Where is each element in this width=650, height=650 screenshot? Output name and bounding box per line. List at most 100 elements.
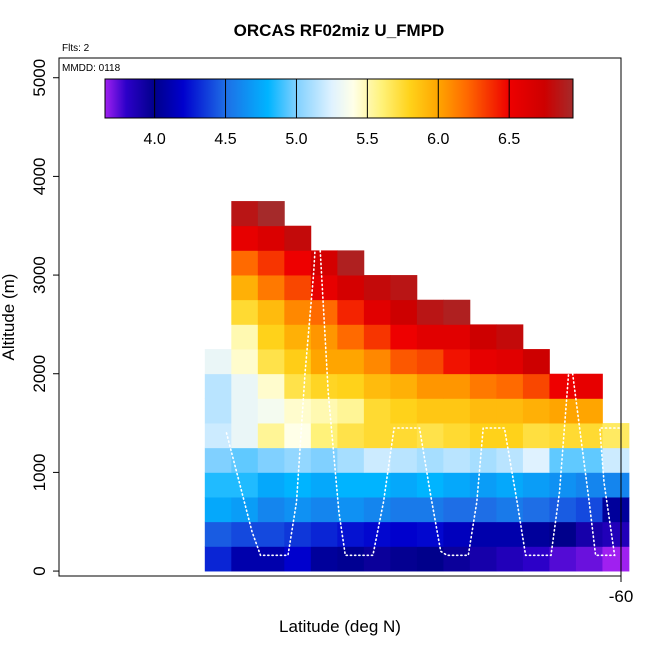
heatmap-cell — [231, 225, 259, 251]
heatmap-cell — [284, 497, 312, 523]
heatmap-cell — [363, 423, 391, 449]
heatmap-cell — [310, 299, 338, 325]
heatmap-cell — [310, 521, 338, 547]
heatmap-cell — [390, 373, 418, 399]
heatmap-cell — [231, 521, 259, 547]
colorbar-tick-label: 6.0 — [427, 131, 449, 148]
heatmap-cell — [496, 423, 524, 449]
heatmap-cell — [363, 472, 391, 498]
heatmap-cell — [602, 423, 630, 449]
heatmap-cell — [390, 275, 418, 301]
colorbar-tick-label: 6.5 — [498, 131, 520, 148]
heatmap-cell — [310, 423, 338, 449]
colorbar-tick-label: 4.0 — [144, 131, 166, 148]
heatmap-cell — [416, 324, 444, 350]
heatmap-cell — [257, 423, 285, 449]
heatmap-cell — [575, 373, 603, 399]
heatmap-cell — [363, 546, 391, 572]
heatmap-cell — [204, 423, 232, 449]
heatmap-cell — [337, 275, 365, 301]
heatmap-cell — [310, 275, 338, 301]
heatmap-cell — [337, 546, 365, 572]
heatmap-cell — [496, 546, 524, 572]
heatmap-cell — [310, 373, 338, 399]
heatmap-cell — [443, 447, 471, 473]
heatmap-cell — [416, 546, 444, 572]
heatmap-cell — [284, 225, 312, 251]
heatmap-cell — [390, 299, 418, 325]
heatmap-cell — [310, 398, 338, 424]
heatmap-cell — [204, 546, 232, 572]
heatmap-cell — [231, 398, 259, 424]
heatmap-cell — [443, 398, 471, 424]
colorbar-tick-label: 5.0 — [285, 131, 307, 148]
heatmap-cell — [231, 275, 259, 301]
heatmap-cells — [204, 201, 630, 572]
heatmap-cell — [284, 250, 312, 276]
y-tick-label: 4000 — [30, 157, 49, 195]
heatmap-cell — [496, 472, 524, 498]
heatmap-cell — [284, 472, 312, 498]
heatmap-cell — [310, 497, 338, 523]
heatmap-cell — [469, 521, 497, 547]
heatmap-cell — [204, 447, 232, 473]
heatmap-cell — [469, 398, 497, 424]
heatmap-cell — [337, 299, 365, 325]
heatmap-cell — [522, 373, 550, 399]
heatmap-cell — [443, 472, 471, 498]
heatmap-cell — [284, 275, 312, 301]
heatmap-cell — [231, 201, 259, 227]
heatmap-cell — [390, 349, 418, 375]
heatmap-cell — [575, 497, 603, 523]
heatmap-cell — [231, 373, 259, 399]
heatmap-cell — [496, 373, 524, 399]
heatmap-cell — [602, 472, 630, 498]
x-axis: -60 — [609, 576, 633, 606]
heatmap-cell — [204, 521, 232, 547]
heatmap-cell — [549, 373, 577, 399]
heatmap-cell — [522, 521, 550, 547]
heatmap-cell — [549, 497, 577, 523]
heatmap-cell — [443, 497, 471, 523]
heatmap-cell — [231, 423, 259, 449]
heatmap-cell — [549, 546, 577, 572]
chart-title: ORCAS RF02miz U_FMPD — [234, 21, 445, 40]
heatmap-cell — [390, 398, 418, 424]
heatmap-cell — [337, 373, 365, 399]
heatmap-cell — [390, 447, 418, 473]
heatmap-cell — [257, 447, 285, 473]
heatmap-cell — [310, 472, 338, 498]
heatmap-cell — [284, 398, 312, 424]
heatmap-cell — [549, 472, 577, 498]
heatmap-cell — [337, 497, 365, 523]
heatmap-cell — [496, 324, 524, 350]
heatmap-cell — [337, 521, 365, 547]
heatmap-cell — [416, 447, 444, 473]
y-axis-label: Altitude (m) — [0, 274, 18, 361]
y-tick-label: 1000 — [30, 453, 49, 491]
heatmap-cell — [390, 423, 418, 449]
heatmap-cell — [257, 250, 285, 276]
heatmap-cell — [284, 521, 312, 547]
y-tick-label: 5000 — [30, 59, 49, 97]
heatmap-cell — [310, 546, 338, 572]
heatmap-cell — [257, 275, 285, 301]
heatmap-cell — [204, 398, 232, 424]
colorbar-tick-label: 4.5 — [214, 131, 236, 148]
y-tick-label: 0 — [30, 566, 49, 575]
heatmap-cell — [257, 521, 285, 547]
heatmap-cell — [231, 349, 259, 375]
heatmap-cell — [496, 349, 524, 375]
heatmap-cell — [522, 447, 550, 473]
heatmap-cell — [575, 521, 603, 547]
heatmap-cell — [257, 472, 285, 498]
heatmap-cell — [469, 497, 497, 523]
y-tick-label: 2000 — [30, 355, 49, 393]
heatmap-cell — [575, 398, 603, 424]
heatmap-cell — [363, 398, 391, 424]
heatmap-cell — [310, 349, 338, 375]
heatmap-cell — [231, 250, 259, 276]
heatmap-cell — [575, 546, 603, 572]
heatmap-cell — [443, 373, 471, 399]
heatmap-cell — [443, 324, 471, 350]
